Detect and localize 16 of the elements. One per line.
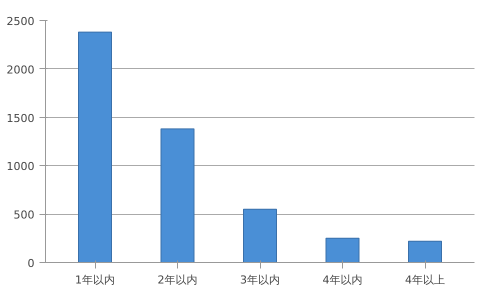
bar [326,238,360,262]
bar [78,32,112,262]
x-tick-label: 4年以内 [322,274,362,286]
y-tick-label: 2000 [6,63,35,76]
bar [408,240,442,262]
y-tick-label: 500 [14,208,35,222]
x-tick-label: 1年以内 [75,274,115,286]
x-tick-label: 4年以上 [405,274,445,286]
x-tick-label: 2年以内 [158,274,198,286]
x-tick-label: 3年以内 [240,274,280,286]
y-tick-label: 1500 [6,112,35,125]
y-tick-label: 2500 [6,15,35,28]
y-tick-label: 1000 [6,160,35,174]
bar [160,128,194,262]
y-tick-label: 0 [28,257,34,270]
bar [243,208,277,262]
